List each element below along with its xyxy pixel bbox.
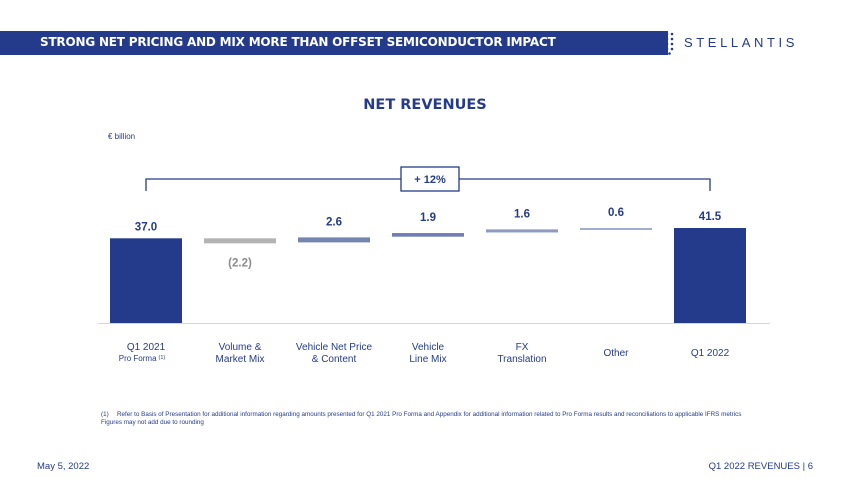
footnote-reference: (1) Refer to Basis of Presentation for ad… (101, 411, 761, 419)
category-sublabel-0: Pro Forma (1) (119, 354, 166, 363)
footer-date: May 5, 2022 (37, 461, 90, 472)
category-label-1: Volume & (219, 342, 262, 353)
category-sublabel-4: Translation (497, 354, 546, 365)
bar-delta-1 (204, 238, 276, 244)
category-label-0: Q1 2021 (127, 342, 166, 353)
header-bar (0, 31, 668, 55)
category-label-6: Q1 2022 (691, 348, 730, 359)
footnote-text: Refer to Basis of Presentation for addit… (117, 411, 742, 418)
value-label-4: 1.6 (514, 208, 530, 220)
category-sublabel-2: & Content (312, 354, 357, 365)
bar-delta-5 (580, 228, 652, 230)
bar-delta-2 (298, 237, 370, 243)
footnote: (1) Refer to Basis of Presentation for ad… (101, 411, 761, 426)
bar-total-6 (674, 228, 746, 323)
value-label-2: 2.6 (326, 216, 342, 228)
value-label-5: 0.6 (608, 207, 624, 219)
category-label-3: Vehicle (412, 342, 445, 353)
footnote-marker: (1) (101, 411, 109, 418)
unit-label: € billion (108, 132, 136, 141)
category-label-4: FX (516, 342, 529, 353)
category-label-2: Vehicle Net Price (296, 342, 373, 353)
category-sublabel-1: Market Mix (216, 354, 265, 365)
growth-box (400, 166, 460, 192)
growth-label: + 12% (414, 174, 446, 186)
bar-delta-3 (392, 233, 464, 237)
value-label-0: 37.0 (135, 221, 157, 233)
bar-delta-4 (486, 229, 558, 233)
value-label-6: 41.5 (699, 211, 722, 223)
bar-total-0 (110, 238, 182, 323)
category-label-5: Other (603, 348, 629, 359)
category-sublabel-3: Line Mix (409, 354, 446, 365)
value-label-3: 1.9 (420, 212, 436, 224)
chart-title: NET REVENUES (363, 97, 487, 113)
stellantis-logo-text: STELLANTIS (684, 35, 799, 50)
slide-title: STRONG NET PRICING AND MIX MORE THAN OFF… (40, 35, 556, 49)
value-label-1: (2.2) (228, 257, 252, 269)
footer-page-info: Q1 2022 REVENUES | 6 (708, 461, 813, 472)
rounding-note: Figures may not add due to rounding (101, 418, 204, 426)
stellantis-logo-icon (665, 32, 674, 55)
